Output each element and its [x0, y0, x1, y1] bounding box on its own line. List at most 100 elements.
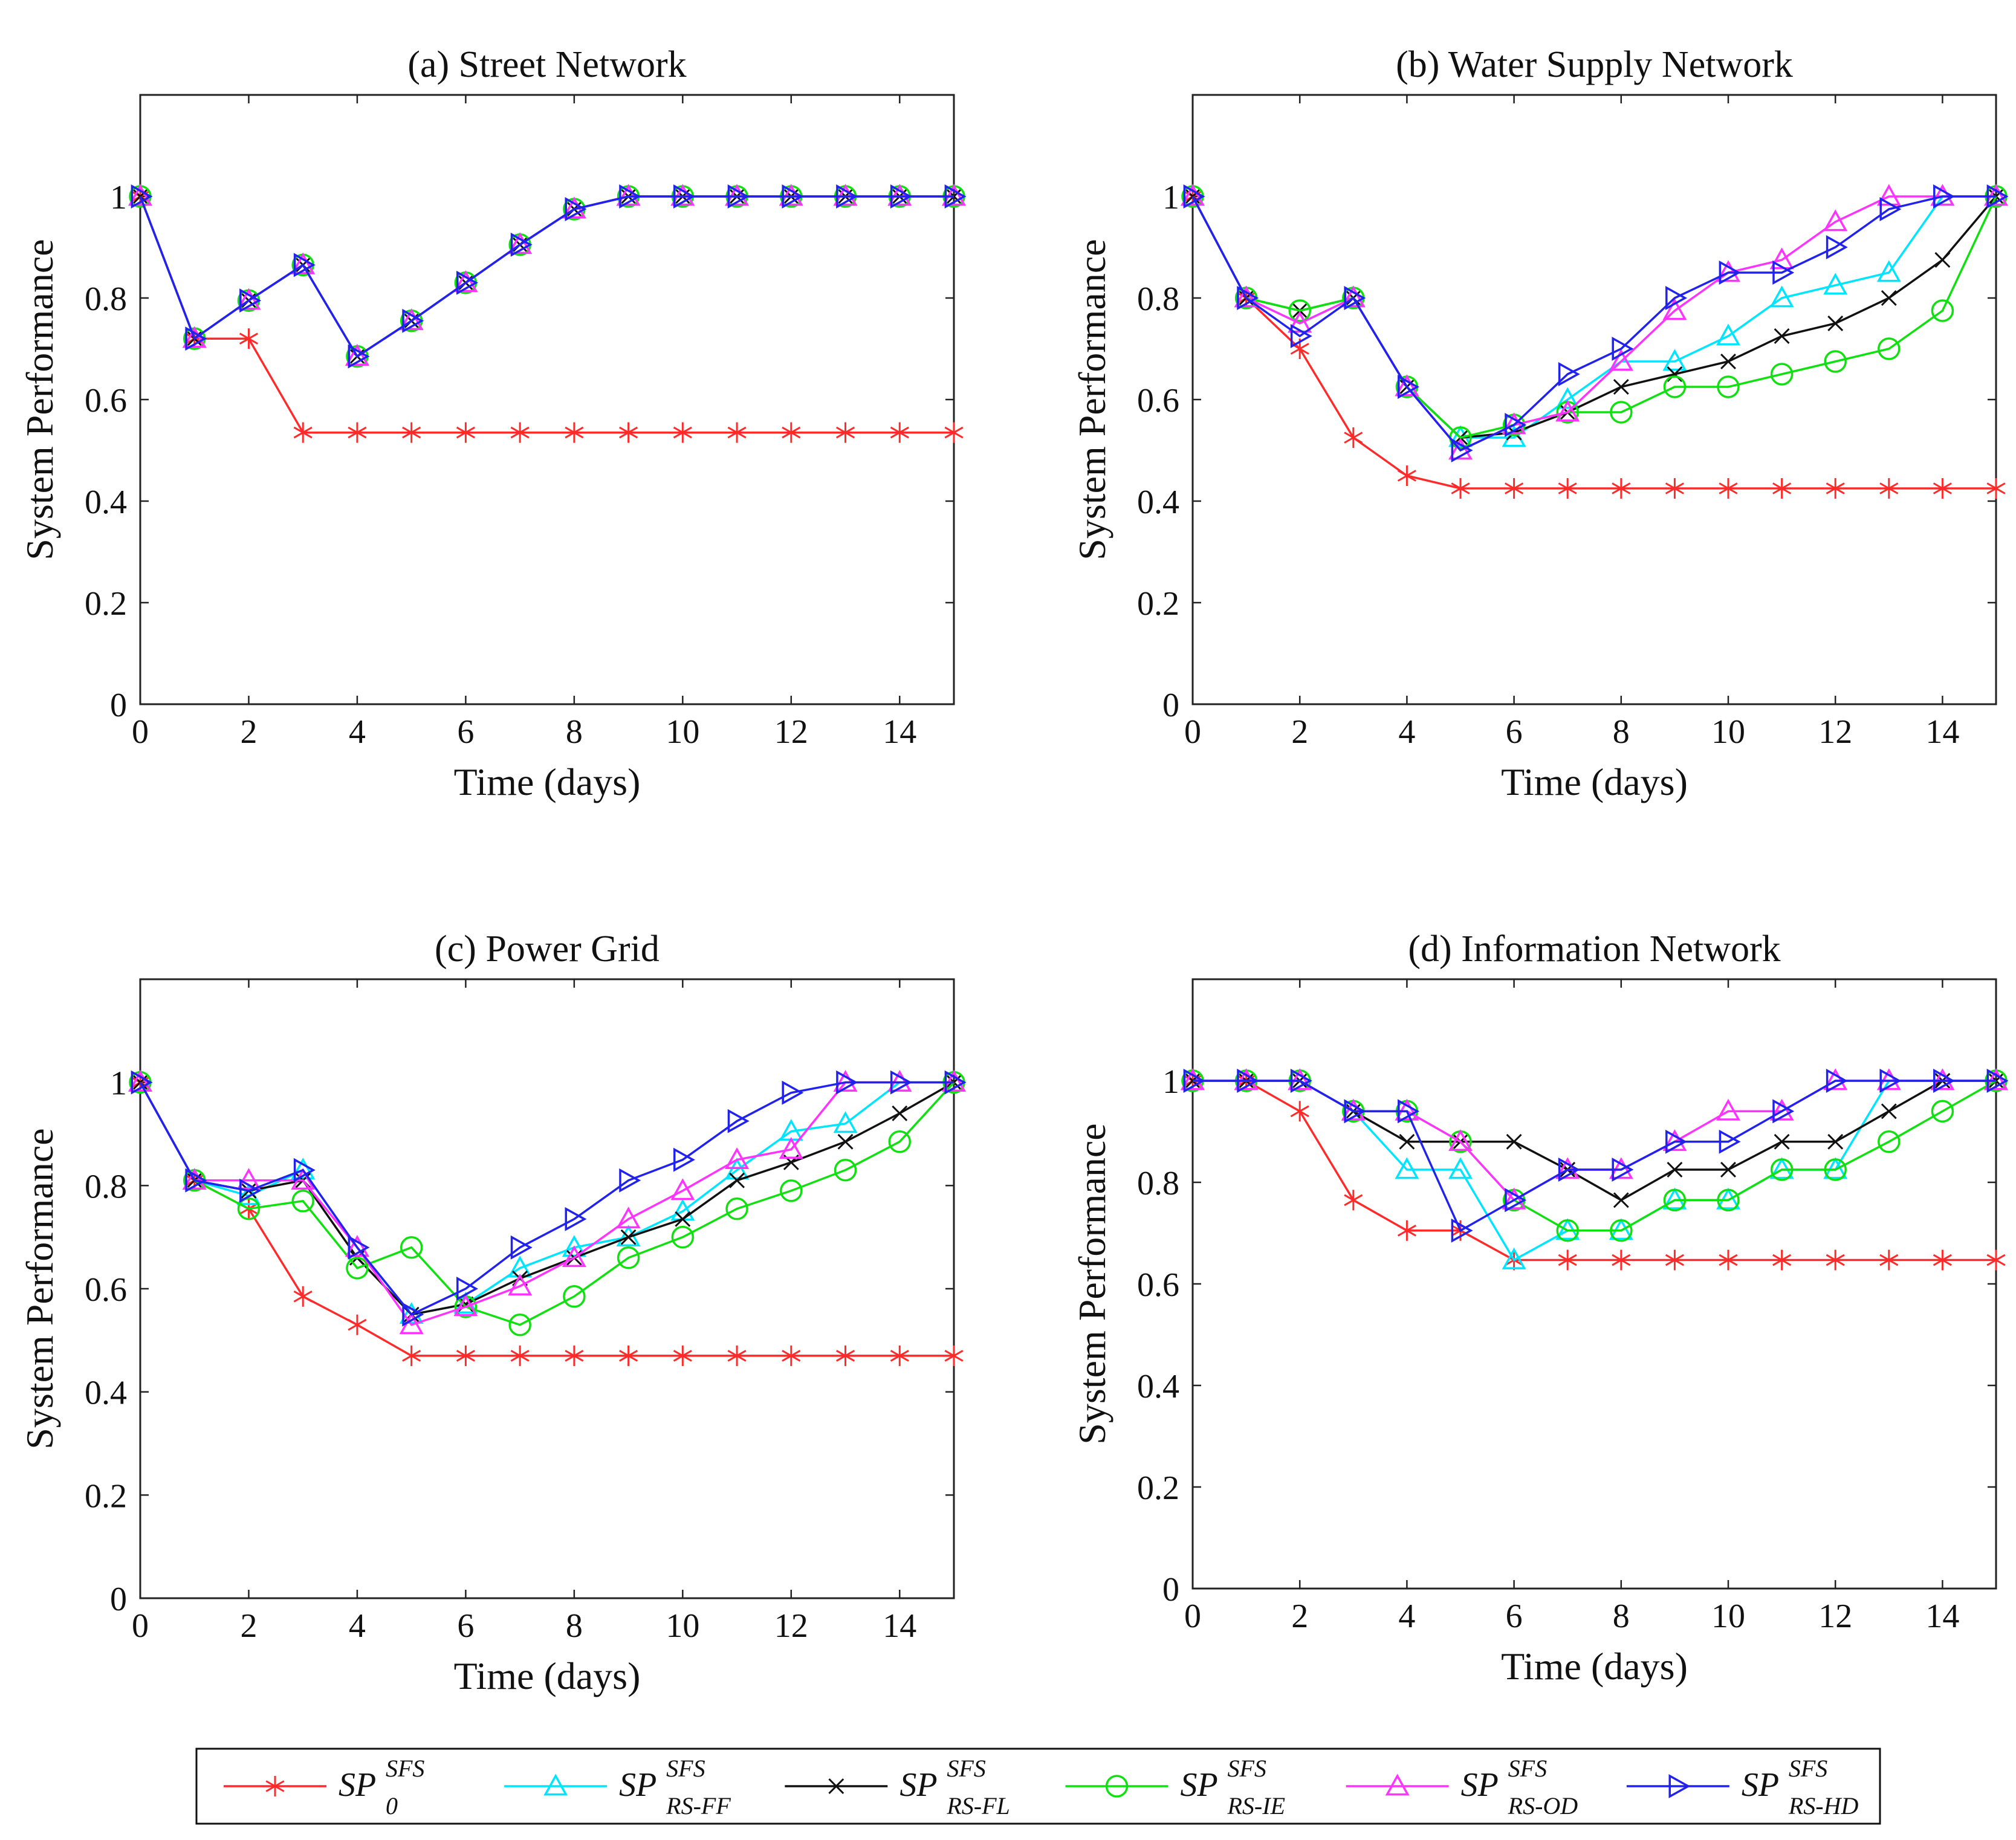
- x-tick-label: 6: [1506, 1598, 1523, 1635]
- y-tick-label: 0.8: [1137, 1165, 1179, 1202]
- data-point-rs_ff: [1662, 349, 1687, 371]
- data-point-sp0: [619, 422, 638, 443]
- data-point-rs_od: [1234, 285, 1259, 308]
- x-tick-label: 0: [132, 1607, 149, 1645]
- legend-label-sup: SFS: [1228, 1755, 1266, 1782]
- data-point-sp0: [944, 1345, 964, 1366]
- data-point-rs_od: [1769, 1098, 1794, 1121]
- data-point-rs_hd: [293, 1158, 316, 1182]
- data-point-rs_hd: [1826, 1069, 1848, 1093]
- data-point-sp0: [1665, 478, 1684, 499]
- legend-item-rs_od: SP SFS RS-OD: [1346, 1755, 1578, 1819]
- data-point-rs_hd: [836, 1070, 858, 1095]
- y-tick-label: 0.6: [85, 1271, 127, 1309]
- y-tick-label: 0.2: [1137, 1469, 1179, 1507]
- data-point-rs_hd: [1505, 1188, 1527, 1213]
- data-point-sp0: [1826, 478, 1845, 499]
- data-point-rs_ff: [1769, 285, 1794, 308]
- data-point-sp0: [673, 422, 692, 443]
- legend-marker-sp0: [265, 1776, 285, 1796]
- data-point-rs_od: [616, 1207, 641, 1229]
- legend-label-sub: RS-FL: [946, 1792, 1010, 1819]
- x-tick-label: 0: [1184, 1598, 1201, 1635]
- data-point-sp0: [782, 422, 801, 443]
- data-point-rs_fl: [1613, 379, 1629, 395]
- plot-area: [1191, 978, 1997, 1590]
- data-point-sp0: [1772, 1249, 1792, 1271]
- data-point-sp0: [835, 422, 855, 443]
- x-tick-label: 4: [1398, 1598, 1415, 1635]
- data-point-rs_hd: [1933, 1069, 1956, 1093]
- data-point-rs_od: [1876, 184, 1901, 206]
- plot-area: [139, 94, 955, 705]
- data-point-rs_hd: [1772, 261, 1795, 285]
- data-point-rs_od: [291, 252, 316, 274]
- data-point-rs_hd: [1719, 261, 1741, 285]
- y-tick-label: 0.2: [85, 1477, 127, 1515]
- data-point-rs_hd: [293, 253, 316, 277]
- data-point-sp0: [1986, 1249, 2006, 1271]
- data-point-rs_ff: [1395, 1157, 1419, 1179]
- data-point-rs_fl: [1774, 1133, 1790, 1150]
- data-point-sp0: [1665, 1249, 1684, 1271]
- series-rs_hd: [1183, 1069, 2009, 1243]
- data-point-sp0: [1986, 478, 2006, 499]
- data-point-sp0: [890, 422, 909, 443]
- data-point-sp0: [348, 1314, 367, 1335]
- data-point-rs_ie: [888, 1130, 912, 1153]
- data-point-rs_hd: [1451, 438, 1473, 462]
- data-point-rs_fl: [1827, 1133, 1844, 1150]
- data-point-sp0: [1719, 1249, 1738, 1271]
- data-point-rs_hd: [239, 1178, 262, 1203]
- data-point-rs_hd: [1344, 1099, 1366, 1124]
- data-point-rs_ff: [1502, 1247, 1526, 1269]
- y-tick-label: 1: [1162, 1063, 1179, 1101]
- data-point-rs_hd: [1612, 1158, 1634, 1182]
- data-point-rs_od: [1823, 209, 1848, 232]
- data-point-rs_hd: [185, 326, 207, 351]
- x-tick-label: 14: [1925, 713, 1959, 751]
- data-point-rs_od: [1662, 298, 1687, 320]
- data-point-rs_ie: [1288, 299, 1311, 322]
- data-point-rs_hd: [456, 270, 479, 295]
- data-point-rs_ff: [1823, 273, 1848, 295]
- chart-panel-1: (a) Street Network 0 2 4 6 8 10 12 14 0 0.2 0.4 0.6 0…: [18, 44, 967, 803]
- data-point-rs_hd: [944, 1070, 967, 1095]
- data-point-rs_ff: [1876, 260, 1901, 282]
- x-tick-label: 4: [349, 1607, 366, 1645]
- x-tick-label: 8: [1613, 1598, 1630, 1635]
- data-point-rs_ie: [1717, 375, 1740, 398]
- data-point-rs_hd: [1237, 1069, 1259, 1093]
- data-point-rs_hd: [1451, 1218, 1473, 1243]
- data-point-rs_fl: [1774, 328, 1790, 344]
- series-line-rs_hd: [139, 195, 954, 358]
- data-point-rs_od: [236, 288, 261, 310]
- data-point-sp0: [1933, 1249, 1952, 1271]
- data-point-rs_ie: [1824, 350, 1847, 373]
- data-point-sp0: [1612, 478, 1631, 499]
- data-point-rs_ie: [563, 1285, 586, 1308]
- series-line-rs_ie: [1191, 196, 1997, 439]
- data-point-rs_ff: [562, 1235, 586, 1257]
- data-point-sp0: [1558, 478, 1577, 499]
- data-point-rs_ie: [237, 1197, 261, 1220]
- data-point-rs_hd: [131, 184, 153, 209]
- y-tick-label: 0: [110, 1581, 127, 1618]
- chart-panel-3: (c) Power Grid 0 2 4 6 8 10 12 14 0 0.2 0.4 0.6 0.8 1 T…: [18, 928, 967, 1697]
- legend-item-rs_hd: SP SFS RS-HD: [1626, 1755, 1858, 1819]
- data-point-rs_hd: [1183, 184, 1205, 209]
- data-point-sp0: [835, 1345, 855, 1366]
- x-tick-label: 12: [774, 1607, 808, 1645]
- y-tick-label: 0.8: [1137, 280, 1179, 318]
- x-axis-label: Time (days): [1501, 1645, 1688, 1688]
- data-point-rs_hd: [402, 1302, 424, 1327]
- y-tick-label: 0.6: [1137, 1266, 1179, 1304]
- data-point-sp0: [1397, 465, 1416, 486]
- data-point-rs_ie: [346, 1257, 369, 1280]
- x-tick-label: 2: [240, 1607, 257, 1645]
- data-point-rs_hd: [1665, 1129, 1688, 1154]
- legend-label-sub: RS-FF: [666, 1792, 731, 1819]
- data-point-rs_ff: [1448, 1157, 1473, 1179]
- y-tick-label: 0.2: [1137, 585, 1179, 623]
- x-tick-label: 8: [566, 1607, 583, 1645]
